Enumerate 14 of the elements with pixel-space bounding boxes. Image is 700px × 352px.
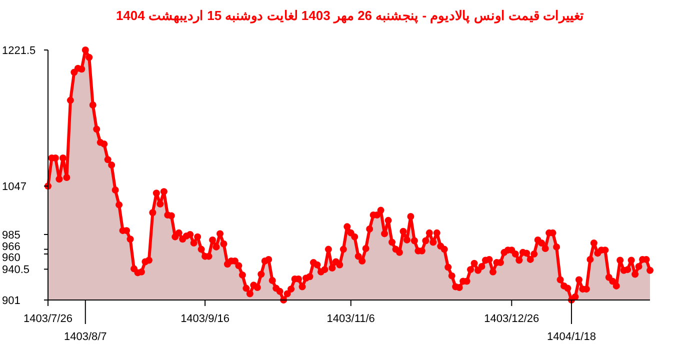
y-tick-label: 960: [2, 252, 20, 264]
x-tick-label: 1403/9/16: [180, 313, 230, 325]
y-tick-label: 901: [2, 294, 20, 307]
x-tick-label: 1403/12/26: [484, 313, 540, 325]
chart-title: تغییرات قیمت اونس پالادیوم - پنجشنبه 26 مهر 1403 لغایت دوشنبه 15 اردیبهشت 1404: [116, 8, 584, 24]
y-tick-label: 966: [2, 240, 20, 253]
x-tick-label: 1403/11/6: [326, 313, 375, 325]
y-tick-label: 985: [2, 229, 20, 242]
y-tick-label: 940.5: [2, 264, 30, 276]
x-tick-label: 1403/7/26: [24, 313, 72, 325]
y-tick-label: 1221.5: [2, 44, 36, 57]
x-tick-label: 1403/8/7: [64, 331, 107, 343]
x-tick-label: 1404/1/18: [547, 331, 596, 343]
y-tick-label: 1047: [2, 180, 26, 193]
